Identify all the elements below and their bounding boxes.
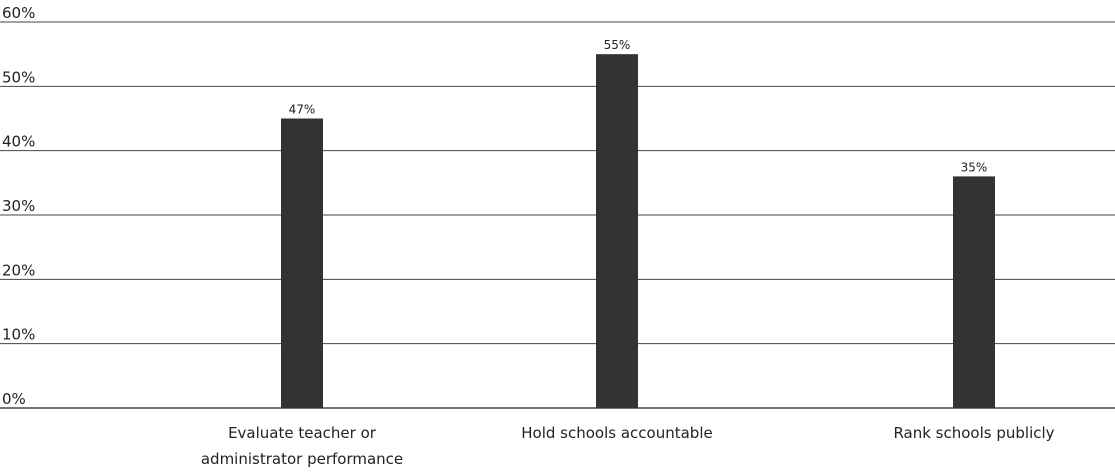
category-label: Evaluate teacher or <box>228 424 377 442</box>
data-label: 47% <box>289 103 316 117</box>
y-tick-label: 40% <box>2 133 35 151</box>
category-label: Rank schools publicly <box>893 424 1054 442</box>
category-label: administrator performance <box>201 450 403 468</box>
bar <box>281 118 323 408</box>
data-label: 55% <box>604 38 631 52</box>
bars <box>281 54 995 409</box>
y-axis-ticks: 0% 10% 20% 30% 40% 50% 60% <box>2 4 35 408</box>
y-tick-label: 10% <box>2 326 35 344</box>
bar <box>596 54 638 409</box>
data-labels: 47% 55% 35% <box>289 38 988 174</box>
category-label: Hold schools accountable <box>521 424 712 442</box>
y-tick-label: 30% <box>2 197 35 215</box>
y-tick-label: 0% <box>2 390 26 408</box>
y-tick-label: 60% <box>2 4 35 22</box>
y-tick-label: 50% <box>2 68 35 86</box>
gridlines <box>0 21 1115 409</box>
data-label: 35% <box>961 160 988 174</box>
y-tick-label: 20% <box>2 261 35 279</box>
category-labels: Evaluate teacher or administrator perform… <box>201 424 1055 468</box>
bar <box>953 176 995 408</box>
